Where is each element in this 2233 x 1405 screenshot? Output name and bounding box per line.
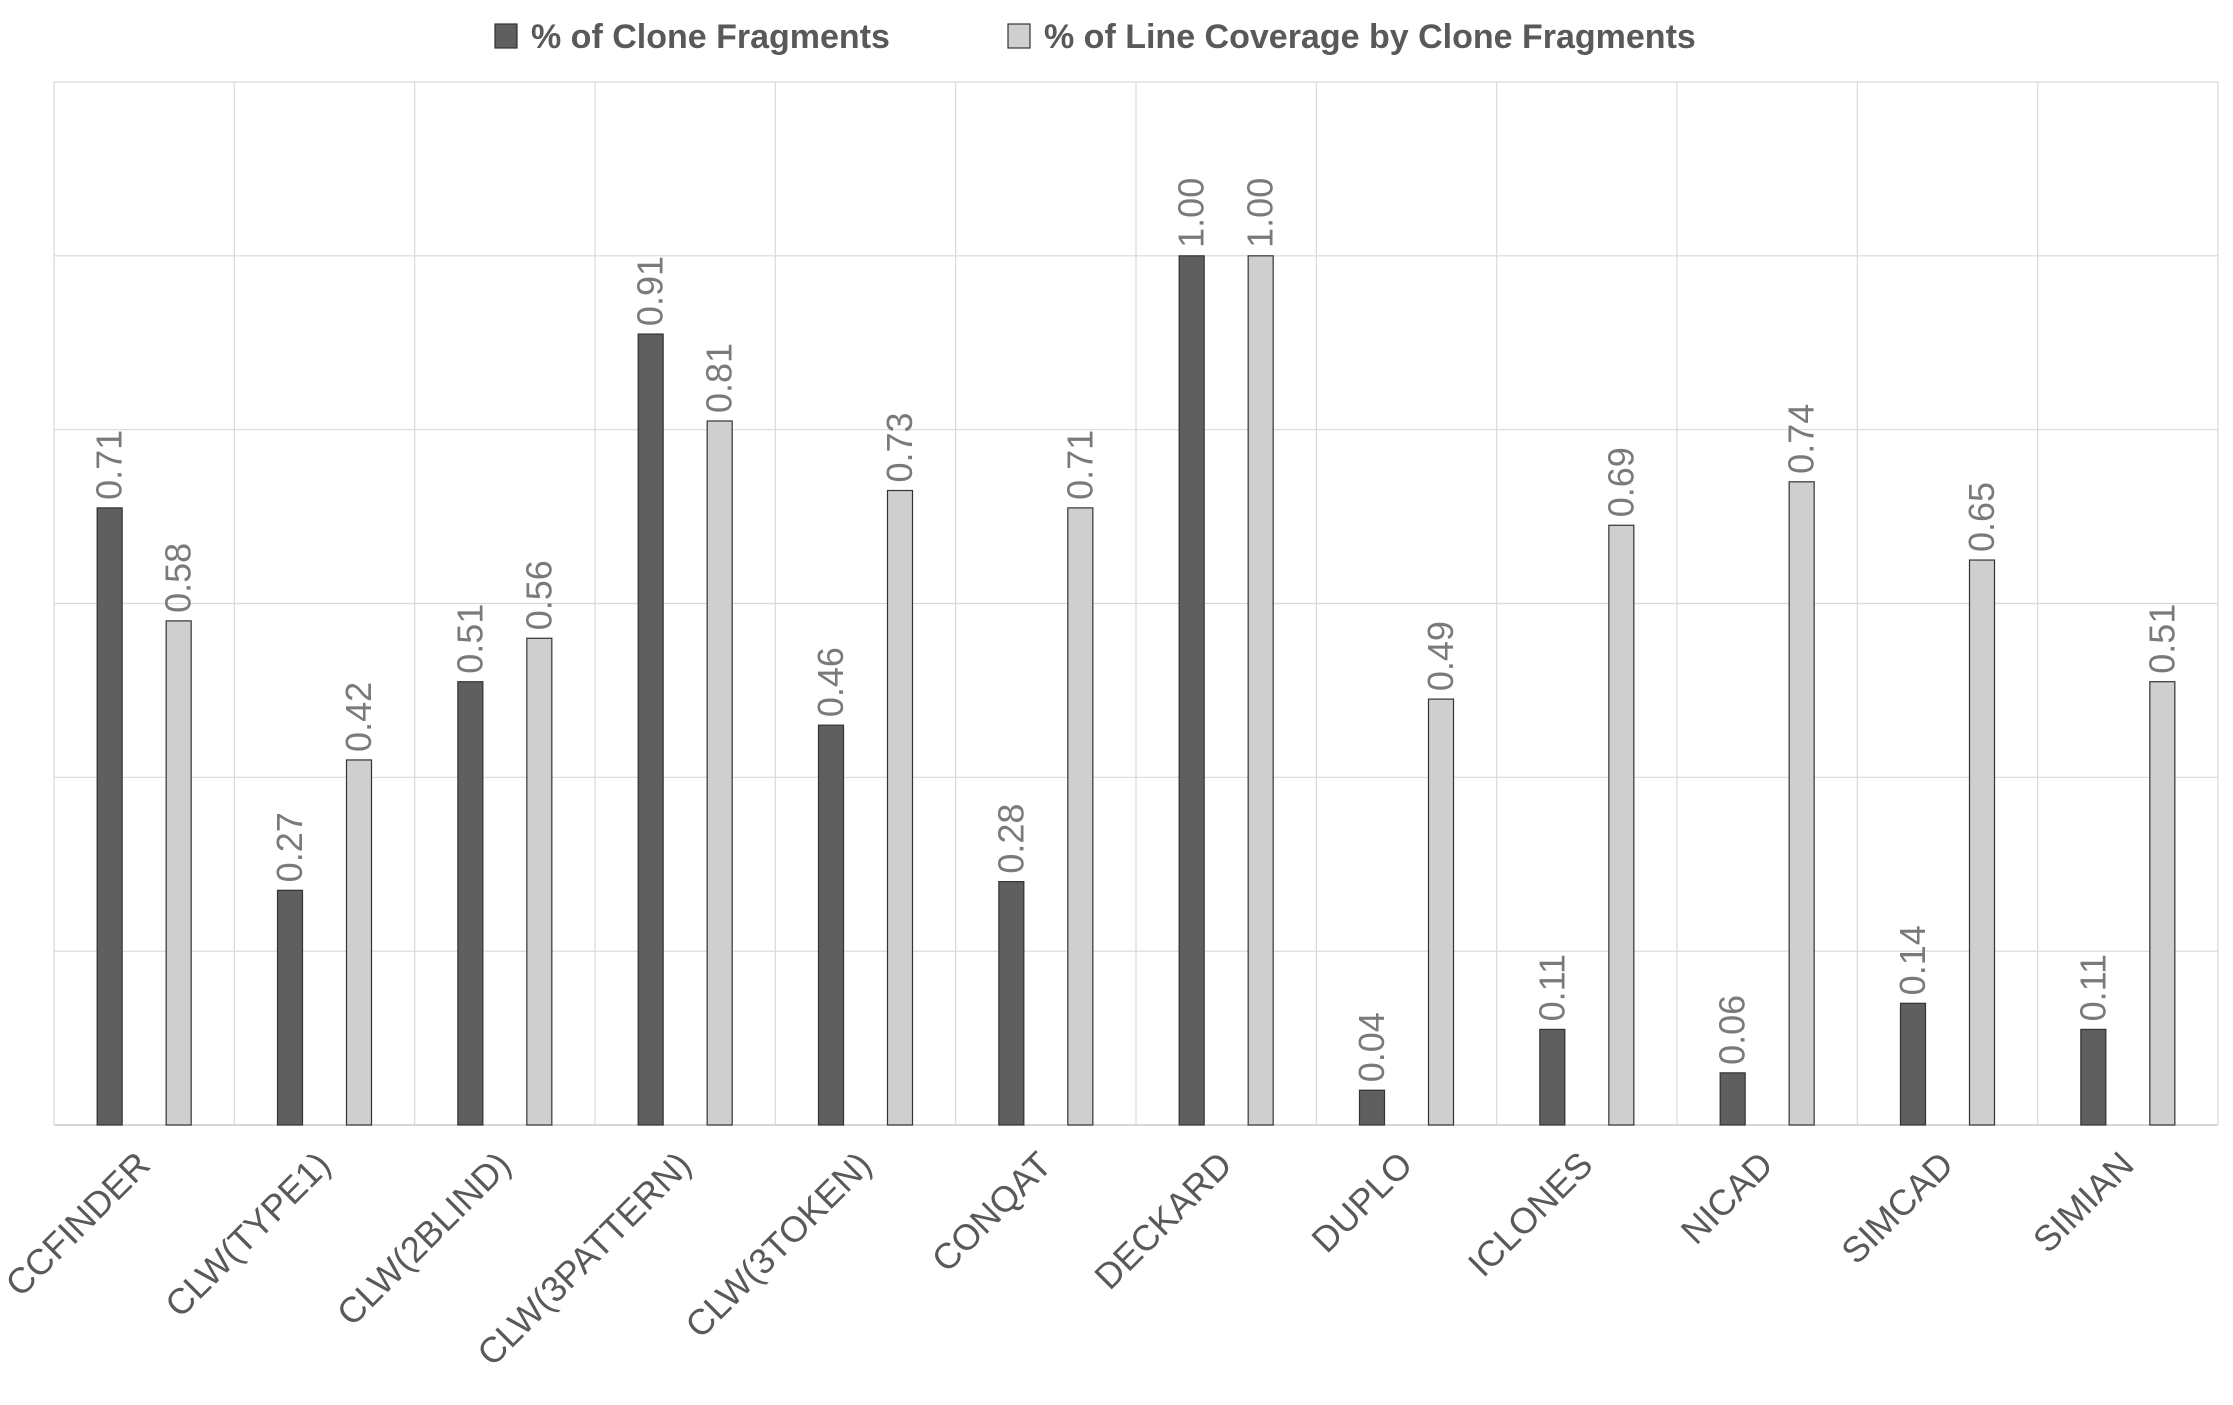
bar bbox=[1067, 507, 1094, 1126]
bar bbox=[1968, 559, 1996, 1126]
data-label: 0.06 bbox=[1712, 995, 1753, 1065]
data-label: 0.58 bbox=[158, 543, 199, 613]
legend: % of Clone Fragments % of Line Coverage b… bbox=[494, 18, 1696, 56]
legend-swatch bbox=[494, 23, 518, 49]
data-label: 0.04 bbox=[1351, 1012, 1392, 1082]
data-label: 0.46 bbox=[810, 647, 851, 717]
bar bbox=[276, 889, 304, 1126]
x-tick-label: SIMIAN bbox=[2025, 1144, 2142, 1261]
x-tick-label: CLW(TYPE1) bbox=[157, 1144, 338, 1325]
data-label: 0.42 bbox=[338, 682, 379, 752]
bar bbox=[2149, 681, 2176, 1126]
plot-area: 0.71 0.58 CCFINDER 0.27 0.42 CLW(TYPE1) 0.51 0.… bbox=[0, 81, 2219, 1373]
bar bbox=[1539, 1028, 1566, 1126]
x-tick-label: CCFINDER bbox=[0, 1144, 158, 1305]
bar bbox=[706, 420, 733, 1126]
bar bbox=[1178, 255, 1205, 1126]
bar bbox=[1247, 255, 1274, 1126]
data-label: 0.49 bbox=[1420, 621, 1461, 691]
x-tick-label: ICLONES bbox=[1460, 1144, 1601, 1285]
data-label: 0.71 bbox=[89, 430, 130, 500]
data-label: 1.00 bbox=[1240, 178, 1281, 248]
data-label: 0.28 bbox=[990, 804, 1031, 874]
data-label: 0.51 bbox=[449, 604, 490, 674]
data-label: 0.11 bbox=[2072, 954, 2113, 1021]
data-label: 0.56 bbox=[518, 560, 559, 630]
data-label: 0.14 bbox=[1892, 925, 1933, 995]
legend-swatch bbox=[1007, 23, 1031, 49]
x-tick-label: CONQAT bbox=[923, 1144, 1059, 1280]
legend-label: % of Clone Fragments bbox=[531, 18, 890, 56]
data-label: 0.65 bbox=[1961, 482, 2002, 552]
data-label: 0.71 bbox=[1059, 430, 1100, 500]
x-tick-label: NICAD bbox=[1673, 1144, 1781, 1252]
bar bbox=[1608, 524, 1635, 1126]
bar bbox=[2080, 1028, 2107, 1126]
bar bbox=[1719, 1072, 1746, 1126]
data-label: 1.00 bbox=[1171, 178, 1212, 248]
bar bbox=[457, 681, 484, 1126]
data-label: 0.74 bbox=[1781, 404, 1822, 474]
bar bbox=[637, 333, 664, 1126]
data-label: 0.81 bbox=[699, 343, 740, 413]
bar bbox=[1899, 1002, 1927, 1126]
legend-label: % of Line Coverage by Clone Fragments bbox=[1044, 18, 1696, 56]
data-label: 0.27 bbox=[269, 812, 310, 882]
bar bbox=[96, 507, 123, 1126]
x-tick-label: DUPLO bbox=[1303, 1144, 1420, 1261]
bar bbox=[998, 881, 1025, 1126]
data-label: 0.11 bbox=[1531, 954, 1572, 1021]
x-tick-label: SIMCAD bbox=[1833, 1144, 1961, 1272]
bar bbox=[1788, 481, 1815, 1126]
data-label: 0.91 bbox=[630, 256, 671, 326]
data-label: 0.69 bbox=[1600, 447, 1641, 517]
bar bbox=[886, 489, 914, 1126]
bar bbox=[345, 759, 373, 1126]
x-tick-label: DECKARD bbox=[1086, 1144, 1239, 1297]
bar bbox=[165, 620, 192, 1126]
bar bbox=[1358, 1089, 1386, 1126]
x-tick-label: CLW(2BLIND) bbox=[329, 1144, 519, 1334]
bar bbox=[1427, 698, 1455, 1126]
bar bbox=[817, 724, 845, 1126]
x-tick-label: CLW(3TOKEN) bbox=[677, 1144, 879, 1346]
data-label: 0.73 bbox=[879, 412, 920, 482]
data-label: 0.51 bbox=[2141, 604, 2182, 674]
bar bbox=[526, 637, 553, 1126]
